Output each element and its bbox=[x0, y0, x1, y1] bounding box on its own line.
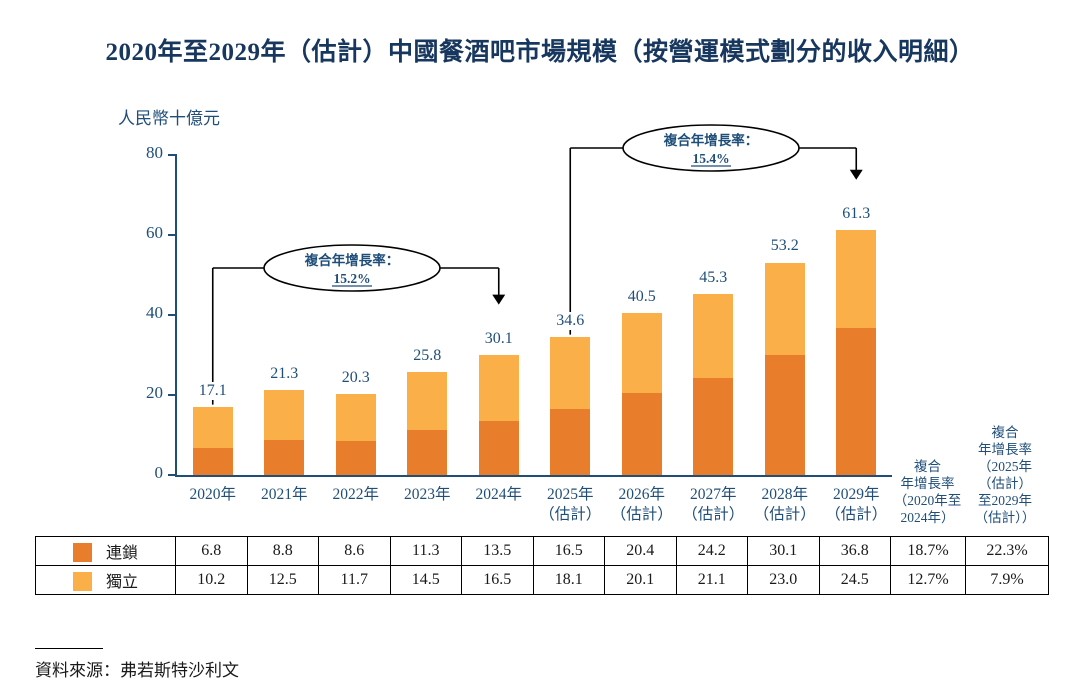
table-cell: 22.3% bbox=[965, 536, 1049, 566]
y-axis-unit-label: 人民幣十億元 bbox=[118, 109, 220, 128]
table-cell: 11.3 bbox=[389, 536, 462, 566]
x-axis-label: 2023年 bbox=[403, 486, 451, 503]
table-cell: 21.1 bbox=[675, 565, 748, 595]
bar-total-label: 40.5 bbox=[611, 288, 672, 306]
cagr-label: 複合年增長率： bbox=[304, 252, 400, 268]
x-axis-label: 2024年 bbox=[475, 486, 522, 503]
bar-segment bbox=[192, 407, 233, 448]
table-cell: 16.5 bbox=[461, 565, 534, 595]
y-tick-mark bbox=[168, 154, 177, 156]
bar-segment bbox=[764, 262, 805, 355]
bar-segment bbox=[836, 229, 877, 328]
plot-area: 0 20 40 60 80 17.1 2020年 21.3 2021年 20.3 2022年 25.8… bbox=[146, 124, 892, 523]
y-tick-label: 20 bbox=[146, 383, 163, 402]
source-divider bbox=[35, 648, 103, 649]
arrowhead-icon bbox=[849, 169, 863, 180]
table-cell: 30.1 bbox=[747, 536, 820, 566]
table-cell: 14.5 bbox=[389, 565, 462, 595]
cagr-value: 15.2% bbox=[333, 271, 370, 286]
source-note: 資料來源：弗若斯特沙利文 bbox=[35, 661, 239, 680]
table-cell: 18.1 bbox=[532, 565, 605, 595]
bar-segment bbox=[693, 378, 734, 475]
x-axis-label: 2022年 bbox=[332, 486, 379, 503]
legend-swatch bbox=[72, 543, 92, 562]
bar-total-label: 20.3 bbox=[325, 368, 386, 387]
y-tick-mark bbox=[168, 314, 177, 316]
table-row: 連鎖 6.8 8.8 8.6 11.3 13.5 16.5 20.4 24.2 30.1 36.8 1… bbox=[35, 536, 1049, 566]
table-cell: 10.2 bbox=[175, 565, 248, 595]
table-cell: 23.0 bbox=[747, 565, 820, 595]
table-cell: 8.6 bbox=[318, 536, 391, 566]
bar-segment bbox=[550, 409, 591, 475]
bar-segment bbox=[550, 336, 591, 409]
legend-label: 獨立 bbox=[105, 574, 138, 591]
y-tick-mark bbox=[168, 234, 177, 236]
table-cell: 連鎖 bbox=[35, 536, 176, 566]
y-tick-label: 60 bbox=[146, 223, 163, 242]
x-axis-label: 2020年 bbox=[189, 486, 236, 503]
table-cell: 16.5 bbox=[532, 536, 605, 566]
table-cell: 24.2 bbox=[675, 536, 748, 566]
bar-segment bbox=[621, 393, 662, 475]
bar-total-label: 25.8 bbox=[397, 346, 458, 365]
table-row: 獨立 10.2 12.5 11.7 14.5 16.5 18.1 20.1 21.1 23.0 24… bbox=[35, 565, 1049, 595]
bar-total-label: 34.6 bbox=[540, 311, 601, 330]
y-tick-mark bbox=[168, 394, 177, 396]
y-tick-label: 40 bbox=[146, 303, 163, 322]
x-axis-label: 2028年 （估計） bbox=[753, 486, 816, 523]
x-axis-label: 2025年 （估計） bbox=[539, 486, 602, 523]
x-axis-label: 2026年 （估計） bbox=[610, 486, 673, 523]
cagr-value: 15.4% bbox=[692, 151, 729, 166]
table-cell: 36.8 bbox=[818, 536, 891, 566]
bar-segment bbox=[192, 447, 233, 475]
table-cell: 13.5 bbox=[461, 536, 534, 566]
table-cell: 12.5 bbox=[246, 565, 319, 595]
x-axis-label: 2029年 （估計） bbox=[825, 486, 888, 523]
bar-total-label: 21.3 bbox=[254, 364, 315, 383]
bar-segment bbox=[335, 393, 376, 441]
bar-total-label: 45.3 bbox=[683, 268, 744, 287]
bar-segment bbox=[764, 354, 805, 475]
table-cell: 7.9% bbox=[965, 565, 1049, 595]
bar-total-label: 30.1 bbox=[468, 329, 529, 348]
table-cell: 獨立 bbox=[35, 565, 176, 595]
bar-segment bbox=[407, 429, 448, 475]
bar-segment bbox=[478, 355, 519, 421]
cagr-header: 複合 年增長率 （2020年至 2024年） bbox=[893, 459, 962, 525]
table-cell: 20.1 bbox=[604, 565, 677, 595]
arrowhead-icon bbox=[492, 294, 506, 305]
bar-total-label: 61.3 bbox=[826, 204, 887, 223]
bar-segment bbox=[264, 439, 305, 475]
data-table: 連鎖 6.8 8.8 8.6 11.3 13.5 16.5 20.4 24.2 30.1 36.8 1… bbox=[35, 536, 1049, 595]
bar-segment bbox=[407, 371, 448, 430]
bar-segment bbox=[478, 421, 519, 475]
table-cell: 11.7 bbox=[318, 565, 391, 595]
y-tick-label: 80 bbox=[146, 143, 163, 162]
legend-swatch bbox=[72, 572, 92, 591]
table-cell: 12.7% bbox=[890, 565, 966, 595]
bar-total-label: 17.1 bbox=[182, 381, 243, 400]
bar-total-label: 53.2 bbox=[754, 237, 815, 256]
table-cell: 18.7% bbox=[890, 536, 966, 566]
table-cell: 6.8 bbox=[175, 536, 248, 566]
bar-segment bbox=[335, 440, 376, 475]
legend-label: 連鎖 bbox=[105, 545, 138, 562]
bar-segment bbox=[836, 327, 877, 475]
cagr-ellipse bbox=[622, 124, 800, 172]
bar-segment bbox=[264, 389, 305, 440]
bar-segment bbox=[621, 313, 662, 394]
table-cell: 24.5 bbox=[818, 565, 891, 595]
bar-segment bbox=[693, 293, 734, 379]
x-axis-label: 2021年 bbox=[260, 486, 308, 503]
table-cell: 8.8 bbox=[246, 536, 319, 566]
y-tick-mark bbox=[168, 474, 177, 476]
cagr-header: 複合 年增長率 （2025年 （估計） 至2029年 （估計）） bbox=[974, 425, 1036, 525]
table-cell: 20.4 bbox=[604, 536, 677, 566]
cagr-label: 複合年增長率： bbox=[663, 132, 759, 148]
y-tick-label: 0 bbox=[154, 463, 164, 482]
cagr-ellipse bbox=[263, 244, 441, 292]
chart-title: 2020年至2029年（估計）中國餐酒吧市場規模（按營運模式劃分的收入明細） bbox=[105, 39, 975, 66]
x-axis-label: 2027年 （估計） bbox=[682, 486, 745, 523]
